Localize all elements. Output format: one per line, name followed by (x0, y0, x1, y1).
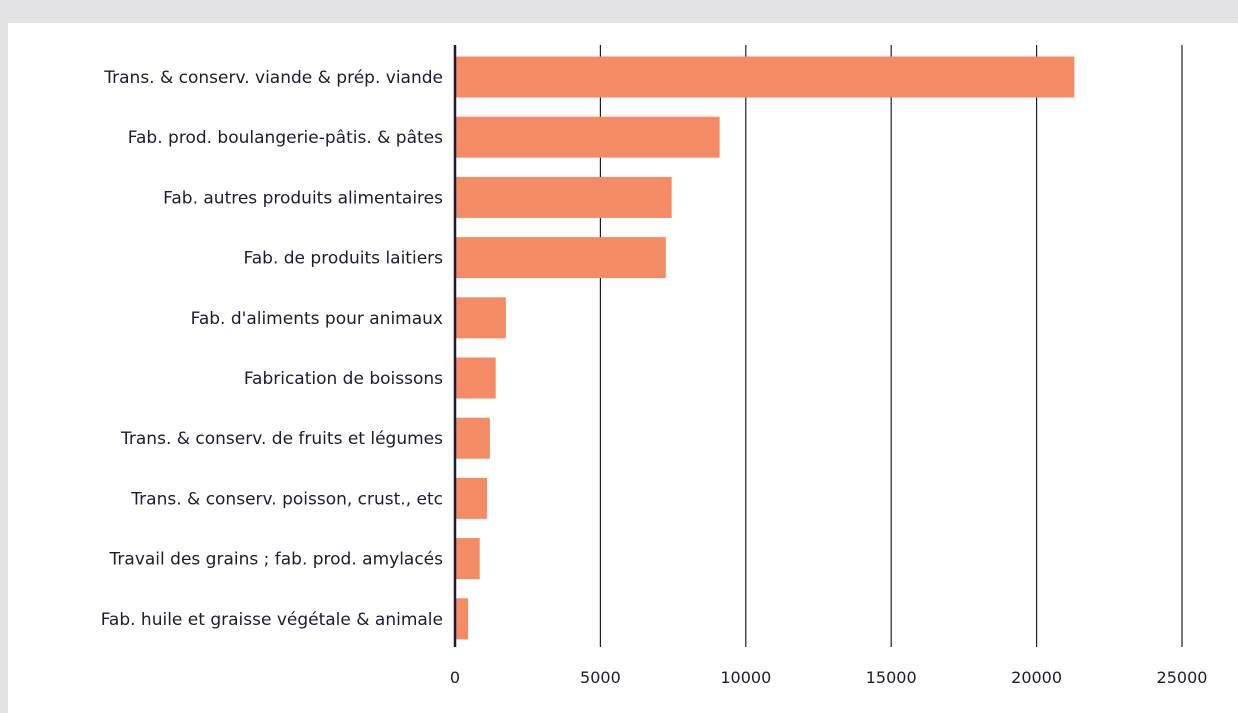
chart-panel: Trans. & conserv. viande & prép. viande F… (8, 23, 1238, 713)
x-tick-label: 25000 (1157, 668, 1208, 687)
bar (455, 357, 496, 399)
category-label: Trans. & conserv. viande & prép. viande (103, 68, 443, 88)
x-tick-label: 15000 (866, 668, 917, 687)
category-labels: Trans. & conserv. viande & prép. viande F… (101, 68, 443, 630)
bar (455, 237, 666, 279)
bar (455, 477, 487, 519)
x-tick-label: 0 (450, 668, 460, 687)
x-tick-label: 5000 (580, 668, 621, 687)
bar (455, 176, 672, 218)
bar (455, 417, 490, 459)
category-label: Fab. de produits laitiers (244, 249, 444, 269)
category-label: Trans. & conserv. poisson, crust., etc (130, 489, 443, 509)
bar-chart: Trans. & conserv. viande & prép. viande F… (101, 45, 1208, 687)
category-label: Travail des grains ; fab. prod. amylacés (109, 550, 444, 570)
category-label: Fab. huile et graisse végétale & animale (101, 610, 443, 630)
category-label: Fab. autres produits alimentaires (163, 188, 443, 208)
bar (455, 538, 480, 580)
x-tick-label: 10000 (720, 668, 771, 687)
x-axis-ticks: 0 5000 10000 15000 20000 25000 (450, 668, 1208, 687)
bar (455, 297, 506, 339)
category-label: Fab. d'aliments pour animaux (191, 309, 443, 329)
bars (455, 56, 1075, 640)
x-tick-label: 20000 (1011, 668, 1062, 687)
category-label: Fab. prod. boulangerie-pâtis. & pâtes (128, 128, 443, 148)
gridlines (599, 45, 1183, 647)
bar (455, 116, 720, 158)
bar (455, 56, 1075, 98)
category-label: Fabrication de boissons (244, 369, 443, 389)
category-label: Trans. & conserv. de fruits et légumes (120, 429, 443, 449)
bar (455, 598, 469, 640)
